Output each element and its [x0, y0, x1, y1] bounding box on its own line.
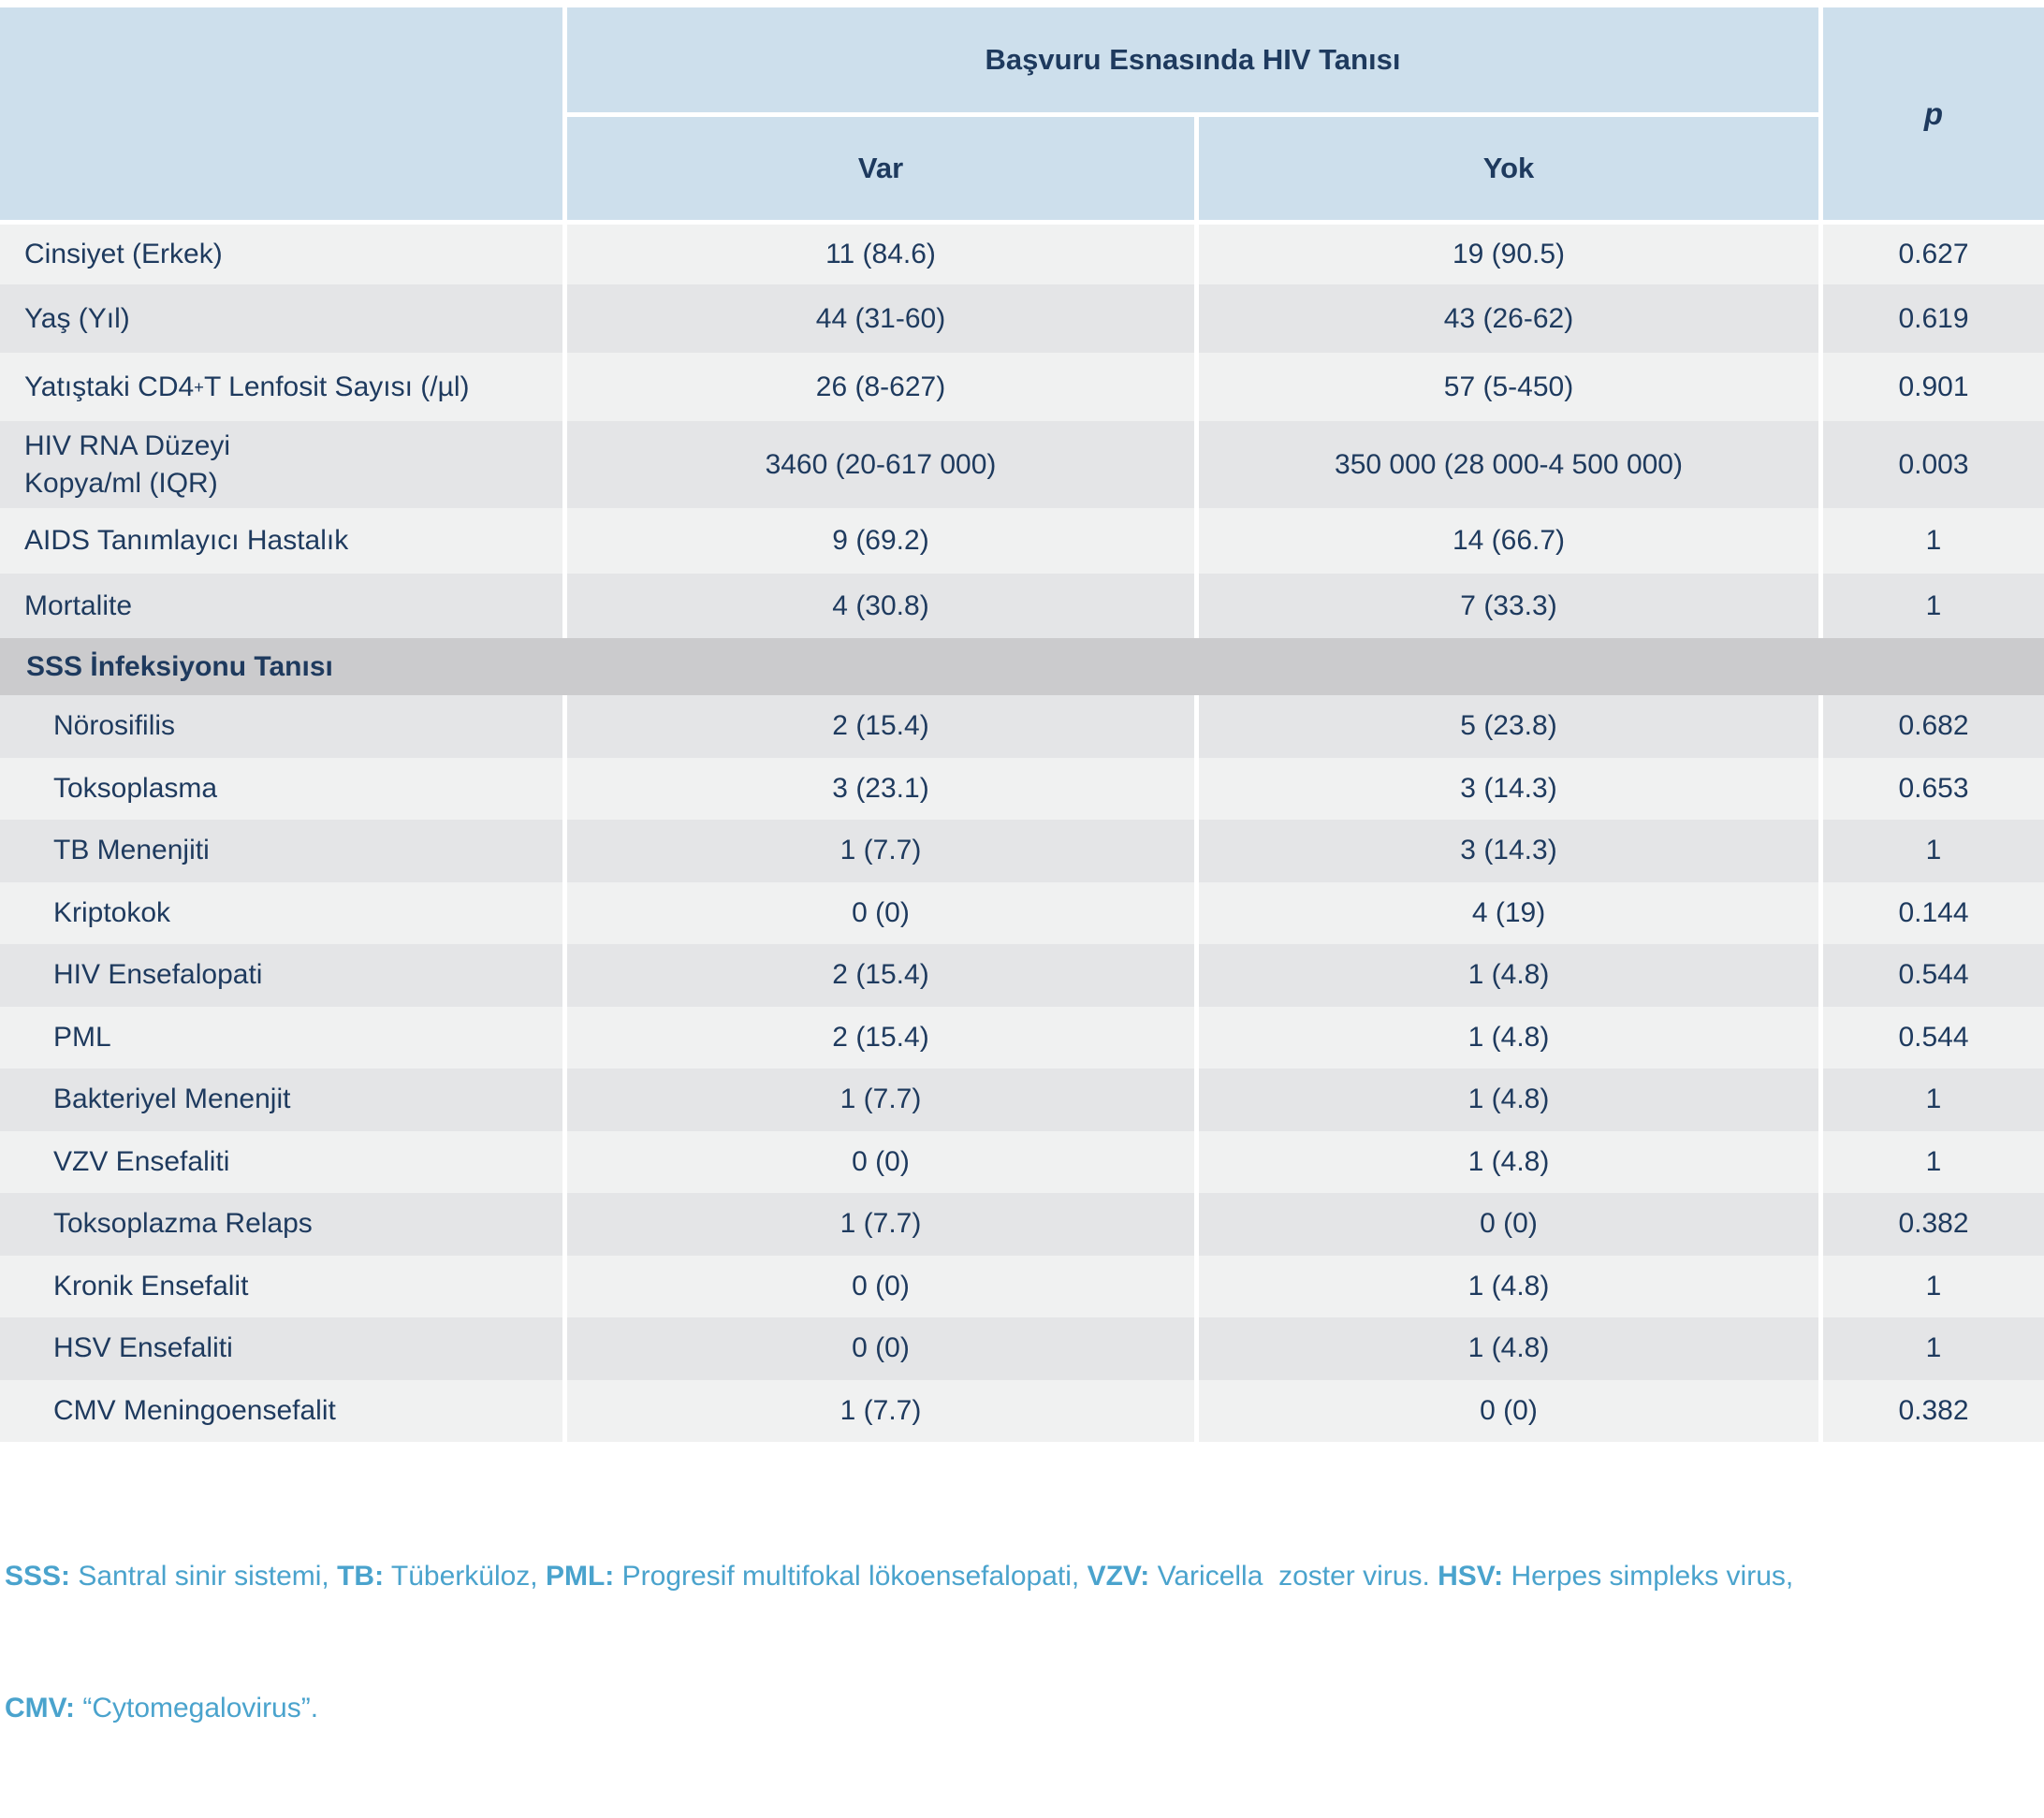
row-label: Toksoplazma Relaps — [0, 1193, 562, 1256]
header-var-label: Var — [567, 117, 1194, 220]
row-label: Yatıştaki CD4 + T Lenfosit Sayısı (/µl) — [0, 353, 562, 421]
p-value: 1 — [1823, 574, 2044, 638]
value-yok: 14 (66.7) — [1199, 508, 1818, 574]
row-label: Mortalite — [0, 574, 562, 638]
header-group-label: Başvuru Esnasında HIV Tanısı — [567, 7, 1818, 112]
row-label: AIDS Tanımlayıcı Hastalık — [0, 508, 562, 574]
p-value: 1 — [1823, 1255, 2044, 1317]
value-yok: 1 (4.8) — [1199, 1069, 1818, 1131]
p-value: 0.901 — [1823, 353, 2044, 421]
value-var: 4 (30.8) — [567, 574, 1194, 638]
label-text: Yatıştaki CD4 — [24, 371, 195, 402]
value-var: 44 (31-60) — [567, 284, 1194, 353]
row-label: VZV Ensefaliti — [0, 1130, 562, 1193]
value-yok: 43 (26-62) — [1199, 284, 1818, 353]
page: Başvuru Esnasında HIV Tanısı p Var Yok C… — [0, 7, 2044, 1723]
value-var: 0 (0) — [567, 1130, 1194, 1193]
value-yok: 0 (0) — [1199, 1193, 1818, 1256]
p-value: 1 — [1823, 1317, 2044, 1380]
value-yok: 19 (90.5) — [1199, 225, 1818, 284]
abbrev-pml: PML: — [545, 1561, 615, 1592]
abbrev-hsv: HSV: — [1438, 1561, 1504, 1592]
p-value: 0.003 — [1823, 421, 2044, 508]
row-label: Cinsiyet (Erkek) — [0, 225, 562, 284]
value-var: 9 (69.2) — [567, 508, 1194, 574]
label-text: T Lenfosit Sayısı (/µl) — [204, 371, 470, 402]
row-label: CMV Meningoensefalit — [0, 1379, 562, 1442]
value-yok: 4 (19) — [1199, 881, 1818, 944]
table-body: Cinsiyet (Erkek) 11 (84.6) 19 (90.5) 0.6… — [0, 225, 2044, 1442]
value-var: 2 (15.4) — [567, 1006, 1194, 1069]
row-label: HIV RNA Düzeyi Kopya/ml (IQR) — [0, 421, 562, 508]
row-label: TB Menenjiti — [0, 820, 562, 882]
row-label: Yaş (Yıl) — [0, 284, 562, 353]
value-var: 3 (23.1) — [567, 757, 1194, 820]
p-value: 0.144 — [1823, 881, 2044, 944]
value-var: 0 (0) — [567, 1255, 1194, 1317]
p-value: 0.382 — [1823, 1193, 2044, 1256]
value-var: 3460 (20-617 000) — [567, 421, 1194, 508]
row-label: HIV Ensefalopati — [0, 944, 562, 1007]
row-label: Bakteriyel Menenjit — [0, 1069, 562, 1131]
row-label: Kronik Ensefalit — [0, 1255, 562, 1317]
header-corner-cell — [0, 7, 562, 220]
value-yok: 1 (4.8) — [1199, 1006, 1818, 1069]
p-value: 0.382 — [1823, 1379, 2044, 1442]
abbrev-vzv: VZV: — [1087, 1561, 1150, 1592]
p-value: 0.619 — [1823, 284, 2044, 353]
label-line2: Kopya/ml (IQR) — [24, 467, 218, 499]
value-yok: 1 (4.8) — [1199, 944, 1818, 1007]
p-value: 0.682 — [1823, 695, 2044, 758]
row-label: PML — [0, 1006, 562, 1069]
header-p-label: p — [1823, 7, 2044, 220]
p-value: 1 — [1823, 820, 2044, 882]
footnote-line-1: SSS: Santral sinir sistemi, TB: Tüberkül… — [5, 1561, 1794, 1592]
row-label: HSV Ensefaliti — [0, 1317, 562, 1380]
value-yok: 5 (23.8) — [1199, 695, 1818, 758]
footnote-line-2: CMV: “Cytomegalovirus”. — [5, 1693, 319, 1723]
value-var: 2 (15.4) — [567, 695, 1194, 758]
value-yok: 3 (14.3) — [1199, 820, 1818, 882]
value-yok: 1 (4.8) — [1199, 1130, 1818, 1193]
row-label: Nörosifilis — [0, 695, 562, 758]
row-label: Kriptokok — [0, 881, 562, 944]
value-var: 1 (7.7) — [567, 1069, 1194, 1131]
p-value: 1 — [1823, 508, 2044, 574]
label-line1: HIV RNA Düzeyi — [24, 429, 231, 461]
abbrev-cmv: CMV: — [5, 1693, 75, 1723]
p-value: 0.627 — [1823, 225, 2044, 284]
value-var: 2 (15.4) — [567, 944, 1194, 1007]
value-var: 26 (8-627) — [567, 353, 1194, 421]
value-yok: 350 000 (28 000-4 500 000) — [1199, 421, 1818, 508]
value-var: 1 (7.7) — [567, 1193, 1194, 1256]
value-yok: 0 (0) — [1199, 1379, 1818, 1442]
value-yok: 7 (33.3) — [1199, 574, 1818, 638]
p-value: 1 — [1823, 1130, 2044, 1193]
value-var: 11 (84.6) — [567, 225, 1194, 284]
footnote: SSS: Santral sinir sistemi, TB: Tüberkül… — [0, 1466, 2044, 1818]
row-label: Toksoplasma — [0, 757, 562, 820]
value-var: 0 (0) — [567, 1317, 1194, 1380]
value-var: 0 (0) — [567, 881, 1194, 944]
p-value: 1 — [1823, 1069, 2044, 1131]
abbrev-tb: TB: — [337, 1561, 385, 1592]
abbrev-sss: SSS: — [5, 1561, 71, 1592]
value-yok: 57 (5-450) — [1199, 353, 1818, 421]
value-yok: 3 (14.3) — [1199, 757, 1818, 820]
value-var: 1 (7.7) — [567, 820, 1194, 882]
section-header: SSS İnfeksiyonu Tanısı — [0, 638, 2044, 695]
value-yok: 1 (4.8) — [1199, 1317, 1818, 1380]
p-value: 0.544 — [1823, 1006, 2044, 1069]
header-yok-label: Yok — [1199, 117, 1818, 220]
p-value: 0.544 — [1823, 944, 2044, 1007]
p-value: 0.653 — [1823, 757, 2044, 820]
value-var: 1 (7.7) — [567, 1379, 1194, 1442]
value-yok: 1 (4.8) — [1199, 1255, 1818, 1317]
table-header: Başvuru Esnasında HIV Tanısı p Var Yok — [0, 7, 2044, 220]
